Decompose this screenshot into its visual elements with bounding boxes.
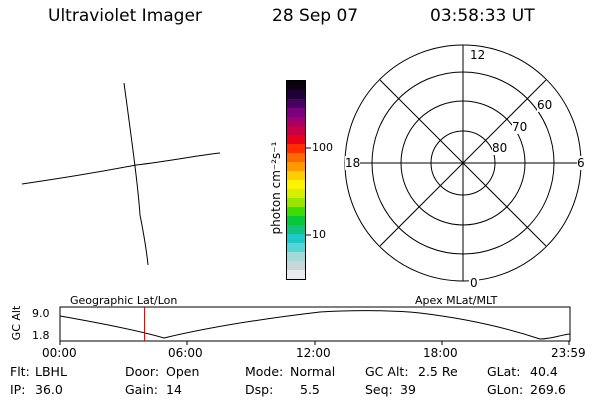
colorbar-segment <box>287 126 305 135</box>
ytick-1_8: 1.8 <box>32 329 50 342</box>
dsp-label: Dsp: <box>245 382 274 397</box>
colorbar-segment <box>287 270 305 279</box>
mlt-label-6: 6 <box>577 156 585 170</box>
mlt-label-12: 12 <box>469 48 487 62</box>
ip-label: IP: <box>10 382 26 397</box>
colorbar-unit-label: photon cm⁻²s⁻¹ <box>269 141 283 235</box>
colorbar-segment <box>287 117 305 126</box>
meridian-diag-2 <box>379 79 547 247</box>
gcalt-value: 2.5 Re <box>418 364 458 379</box>
ip-value: 36.0 <box>35 382 63 397</box>
mode-value: Normal <box>290 364 336 379</box>
colorbar-segment <box>287 225 305 234</box>
colorbar-tick-100: 100 <box>312 141 333 154</box>
colorbar-segment <box>287 99 305 108</box>
flt-label: Flt: <box>10 364 30 379</box>
lat-label-80: 80 <box>492 141 508 155</box>
colorbar <box>286 80 306 280</box>
alt-ylabel: GC Alt <box>10 305 23 341</box>
colorbar-segment <box>287 261 305 270</box>
colorbar-segment <box>287 180 305 189</box>
colorbar-segment <box>287 189 305 198</box>
mlt-label-18: 18 <box>345 156 361 170</box>
latitude-line <box>21 152 221 185</box>
flt-value: LBHL <box>35 364 67 379</box>
longitude-line <box>123 82 149 266</box>
lat-label-60: 60 <box>537 98 553 112</box>
colorbar-ticks <box>306 147 311 236</box>
geographic-grid-plot <box>21 82 221 266</box>
seq-label: Seq: <box>365 382 393 397</box>
date-label: 28 Sep 07 <box>272 6 359 26</box>
colorbar-segment <box>287 90 305 99</box>
xtick-0000: 00:00 <box>42 346 77 360</box>
xtick-1800: 18:00 <box>423 346 458 360</box>
mlt-label-0: 0 <box>469 276 479 290</box>
door-label: Door: <box>125 364 160 379</box>
glon-value: 269.6 <box>530 382 566 397</box>
gcalt-label: GC Alt: <box>365 364 409 379</box>
colorbar-segment <box>287 243 305 252</box>
seq-value: 39 <box>400 382 416 397</box>
glat-label: GLat: <box>487 364 521 379</box>
ytick-9: 9.0 <box>32 307 50 320</box>
colorbar-segment <box>287 207 305 216</box>
polar-mlt-plot <box>344 44 582 282</box>
door-value: Open <box>166 364 200 379</box>
altitude-curve <box>59 310 571 340</box>
colorbar-segment <box>287 252 305 261</box>
dsp-value: 5.5 <box>300 382 320 397</box>
colorbar-segment <box>287 162 305 171</box>
colorbar-segment <box>287 81 305 90</box>
mode-label: Mode: <box>245 364 284 379</box>
geographic-caption: Geographic Lat/Lon <box>70 294 178 307</box>
glon-label: GLon: <box>487 382 524 397</box>
apex-caption: Apex MLat/MLT <box>415 294 498 307</box>
time-label: 03:58:33 UT <box>430 6 535 26</box>
colorbar-tick-10: 10 <box>312 228 326 241</box>
gain-value: 14 <box>166 382 182 397</box>
xtick-2359: 23:59 <box>551 346 586 360</box>
colorbar-segment <box>287 171 305 180</box>
colorbar-segment <box>287 135 305 144</box>
instrument-title: Ultraviolet Imager <box>48 6 202 26</box>
xtick-1200: 12:00 <box>296 346 331 360</box>
colorbar-segment <box>287 108 305 117</box>
colorbar-segment <box>287 153 305 162</box>
lat-label-70: 70 <box>512 120 528 134</box>
gain-label: Gain: <box>125 382 158 397</box>
colorbar-segment <box>287 144 305 153</box>
colorbar-segment <box>287 198 305 207</box>
glat-value: 40.4 <box>530 364 558 379</box>
colorbar-segment <box>287 234 305 243</box>
altitude-strip-plot <box>59 306 571 345</box>
colorbar-segment <box>287 216 305 225</box>
xtick-0600: 06:00 <box>168 346 203 360</box>
